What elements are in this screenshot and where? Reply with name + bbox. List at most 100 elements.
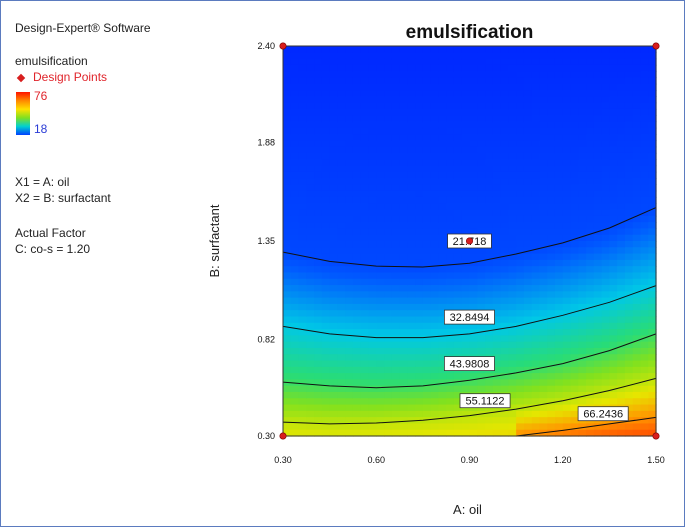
heatmap-cell (523, 127, 533, 135)
heatmap-cell (523, 354, 533, 362)
heatmap-cell (523, 347, 533, 355)
heatmap-cell (624, 379, 634, 387)
heatmap-cell (446, 190, 455, 198)
heatmap-cell (352, 404, 362, 412)
heatmap-cell (609, 71, 618, 79)
heatmap-cell (345, 102, 354, 110)
heatmap-cell (360, 253, 370, 261)
heatmap-cell (329, 203, 338, 211)
heatmap-cell (321, 64, 331, 72)
heatmap-cell (492, 322, 502, 330)
heatmap-cell (461, 121, 471, 129)
heatmap-cell (477, 115, 486, 123)
heatmap-cell (329, 228, 338, 236)
heatmap-cell (438, 222, 447, 230)
heatmap-cell (407, 373, 416, 380)
heatmap-cell (283, 83, 292, 91)
heatmap-cell (578, 241, 587, 248)
heatmap-cell (283, 285, 292, 292)
heatmap-cell (438, 159, 447, 167)
heatmap-cell (376, 152, 385, 160)
heatmap-cell (314, 285, 323, 292)
heatmap-cell (539, 398, 548, 406)
heatmap-cell (453, 171, 463, 179)
heatmap-cell (477, 209, 486, 217)
heatmap-cell (337, 391, 346, 399)
heatmap-cell (461, 341, 471, 349)
heatmap-cell (399, 121, 408, 129)
heatmap-cell (446, 77, 455, 85)
contour-line (282, 377, 657, 425)
heatmap-cell (523, 303, 533, 311)
heatmap-cell (609, 316, 618, 324)
heatmap-cell (345, 322, 354, 330)
heatmap-cell (337, 310, 346, 318)
heatmap-cell (632, 303, 642, 311)
heatmap-cell (384, 203, 393, 211)
heatmap-cell (547, 102, 556, 110)
heatmap-cell (391, 121, 401, 129)
heatmap-cell (407, 171, 416, 179)
heatmap-cell (485, 291, 494, 299)
heatmap-cell (461, 379, 471, 387)
heatmap-cell (415, 303, 424, 311)
heatmap-cell (345, 247, 354, 255)
heatmap-cell (461, 329, 471, 336)
heatmap-cell (539, 127, 548, 135)
heatmap-cell (321, 303, 331, 311)
heatmap-cell (492, 228, 502, 236)
heatmap-cell (298, 96, 307, 104)
heatmap-cell (407, 52, 416, 60)
heatmap-cell (593, 115, 603, 123)
heatmap-cell (617, 90, 626, 97)
heatmap-cell (516, 347, 525, 355)
heatmap-cell (345, 215, 354, 223)
heatmap-cell (485, 322, 494, 330)
heatmap-cell (617, 398, 626, 406)
heatmap-cell (485, 203, 494, 211)
heatmap-cell (360, 127, 370, 135)
heatmap-cell (422, 165, 432, 173)
heatmap-cell (438, 410, 447, 418)
heatmap-cell (415, 272, 424, 280)
heatmap-cell (391, 77, 401, 85)
heatmap-cell (290, 108, 300, 116)
heatmap-cell (329, 90, 338, 97)
heatmap-cell (384, 71, 393, 79)
heatmap-cell (283, 329, 292, 336)
heatmap-cell (523, 215, 533, 223)
heatmap-cell (337, 385, 346, 393)
heatmap-cell (290, 234, 300, 242)
heatmap-cell (562, 303, 572, 311)
heatmap-cell (640, 272, 649, 280)
heatmap-cell (570, 303, 579, 311)
heatmap-cell (360, 241, 370, 248)
heatmap-cell (314, 64, 323, 72)
heatmap-cell (360, 429, 370, 437)
heatmap-cell (523, 165, 533, 173)
heatmap-cell (329, 146, 338, 154)
heatmap-cell (554, 291, 564, 299)
heatmap-cell (539, 417, 548, 425)
heatmap-cell (290, 83, 300, 91)
heatmap-cell (578, 253, 587, 261)
heatmap-cell (360, 52, 370, 60)
heatmap-cell (314, 335, 323, 343)
heatmap-cell (384, 165, 393, 173)
heatmap-cell (531, 253, 541, 261)
heatmap-cell (298, 190, 307, 198)
heatmap-cell (422, 134, 432, 141)
heatmap-cell (430, 341, 440, 349)
heatmap-cell (492, 341, 502, 349)
heatmap-cell (283, 291, 292, 299)
heatmap-cell (562, 316, 572, 324)
heatmap-cell (446, 115, 455, 123)
heatmap-cell (624, 90, 634, 97)
heatmap-cell (360, 58, 370, 66)
heatmap-cell (500, 385, 509, 393)
heatmap-cell (547, 253, 556, 261)
heatmap-cell (306, 329, 315, 336)
heatmap-cell (593, 341, 603, 349)
heatmap-cell (352, 360, 362, 368)
heatmap-cell (609, 77, 618, 85)
